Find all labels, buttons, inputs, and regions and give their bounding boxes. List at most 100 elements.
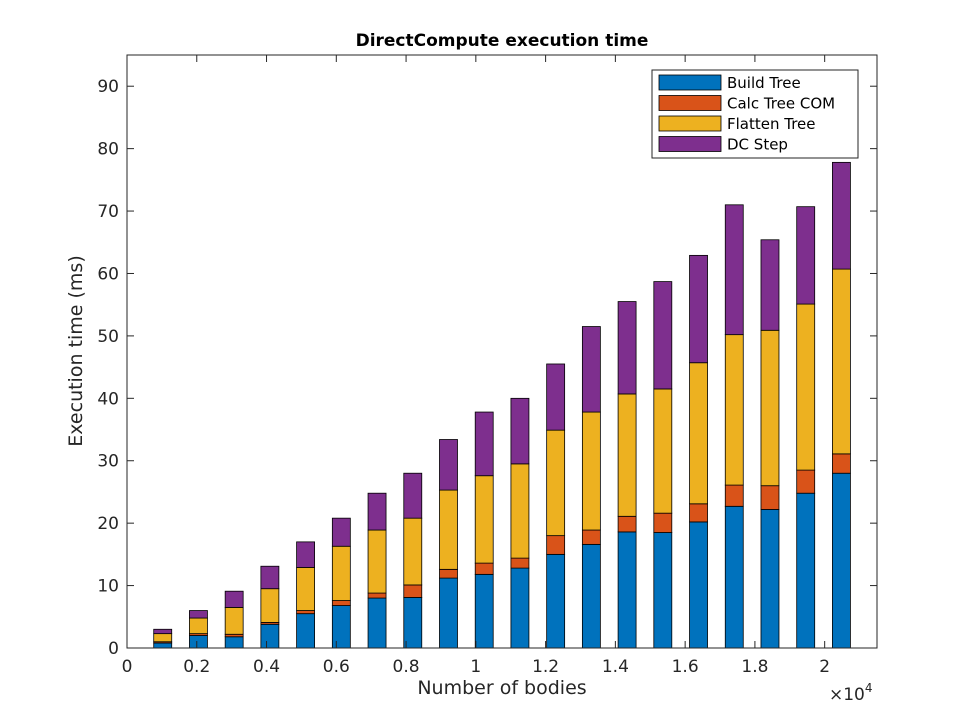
bar-calc-tree-com-13: [617, 515, 637, 533]
bar-build-tree-6: [367, 597, 387, 649]
legend-label-dc-step: DC Step: [727, 136, 788, 154]
bar-dc-step-12: [581, 326, 601, 413]
bar-flatten-tree-16: [724, 334, 744, 486]
y-tick-label: 30: [97, 452, 119, 472]
y-tick-label: 10: [97, 577, 119, 597]
y-tick-label: 60: [97, 264, 119, 284]
bar-dc-step-10: [510, 397, 530, 465]
bar-calc-tree-com-4: [296, 610, 316, 615]
bar-calc-tree-com-6: [367, 592, 387, 599]
bar-flatten-tree-3: [260, 588, 280, 623]
bar-flatten-tree-13: [617, 393, 637, 517]
legend-swatch-build-tree: [658, 74, 722, 91]
bar-flatten-tree-1: [189, 617, 208, 635]
x-tick-label: 0.2: [183, 657, 210, 677]
bar-dc-step-9: [474, 411, 494, 477]
bar-flatten-tree-7: [403, 517, 423, 586]
bar-dc-step-15: [689, 254, 708, 364]
bar-dc-step-8: [439, 439, 458, 491]
bar-build-tree-14: [653, 532, 673, 649]
bar-build-tree-4: [296, 613, 316, 649]
x-tick-label: 1.2: [532, 657, 559, 677]
bar-build-tree-12: [581, 543, 601, 649]
bar-build-tree-19: [832, 472, 851, 649]
bar-dc-step-5: [331, 517, 351, 547]
y-tick-label: 20: [97, 514, 119, 534]
bar-dc-step-16: [724, 204, 744, 336]
x-tick-label: 1: [470, 657, 481, 677]
bar-build-tree-5: [331, 605, 351, 649]
x-axis-exponent-base: ×10: [829, 685, 865, 705]
bar-calc-tree-com-8: [439, 568, 458, 579]
bar-flatten-tree-9: [474, 475, 494, 564]
bar-build-tree-2: [224, 636, 244, 649]
bar-build-tree-13: [617, 531, 637, 649]
legend-label-build-tree: Build Tree: [727, 74, 801, 92]
bar-flatten-tree-14: [653, 388, 673, 514]
plot-area-frame: [126, 54, 878, 649]
legend-swatch-flatten-tree: [658, 115, 722, 132]
bar-dc-step-0: [153, 628, 173, 635]
bar-flatten-tree-0: [153, 633, 173, 643]
chart-title: DirectCompute execution time: [356, 31, 649, 51]
legend-label-calc-tree-com: Calc Tree COM: [727, 95, 835, 113]
bar-flatten-tree-2: [224, 607, 244, 635]
x-axis-label: Number of bodies: [417, 677, 586, 699]
bar-build-tree-16: [724, 505, 744, 649]
bar-calc-tree-com-10: [510, 557, 530, 569]
bar-dc-step-2: [224, 590, 244, 608]
bar-calc-tree-com-12: [581, 529, 601, 545]
bar-dc-step-18: [796, 206, 816, 305]
legend-label-flatten-tree: Flatten Tree: [727, 115, 816, 133]
y-axis-label: Execution time (ms): [65, 255, 87, 446]
bar-build-tree-11: [546, 553, 566, 649]
x-tick-label: 1.4: [602, 657, 629, 677]
bar-build-tree-8: [439, 577, 458, 649]
bar-build-tree-7: [403, 597, 423, 649]
bar-build-tree-17: [760, 509, 780, 649]
bar-flatten-tree-5: [331, 545, 351, 601]
x-tick-label: 0.8: [393, 657, 420, 677]
bar-build-tree-3: [260, 623, 280, 649]
bar-calc-tree-com-7: [403, 584, 423, 598]
bar-flatten-tree-4: [296, 567, 316, 611]
bar-dc-step-17: [760, 239, 780, 331]
ticks-layer: 0 0.2 0.4 0.6 0.8 1 1.2 1.4 1.6 1.8 20102030405060…: [97, 55, 877, 677]
bar-calc-tree-com-9: [474, 562, 494, 575]
y-tick-label: 40: [97, 389, 119, 409]
bar-calc-tree-com-14: [653, 512, 673, 533]
legend-swatch-dc-step: [658, 136, 722, 152]
x-axis-exponent-power: 4: [865, 681, 873, 695]
x-tick-label: 0.4: [253, 657, 280, 677]
bar-dc-step-4: [296, 541, 316, 568]
bar-flatten-tree-18: [796, 303, 816, 471]
legend-swatch-calc-tree-com: [658, 95, 722, 111]
bar-build-tree-18: [796, 492, 816, 649]
bar-flatten-tree-15: [689, 362, 708, 505]
bar-flatten-tree-8: [439, 489, 458, 570]
y-tick-label: 80: [97, 140, 119, 160]
bar-flatten-tree-12: [581, 411, 601, 531]
bar-flatten-tree-11: [546, 429, 566, 537]
bar-dc-step-11: [546, 363, 566, 431]
x-tick-label: 2: [819, 657, 830, 677]
bar-dc-step-7: [403, 472, 423, 519]
bar-build-tree-1: [189, 635, 208, 649]
bar-calc-tree-com-19: [832, 453, 851, 474]
bar-build-tree-0: [153, 642, 173, 649]
bar-dc-step-13: [617, 301, 637, 395]
x-tick-label: 0.6: [323, 657, 350, 677]
bar-flatten-tree-19: [832, 268, 851, 455]
bar-dc-step-6: [367, 492, 387, 531]
bar-calc-tree-com-18: [796, 469, 816, 494]
bar-calc-tree-com-15: [689, 503, 708, 523]
bar-flatten-tree-6: [367, 529, 387, 594]
x-axis-exponent: ×104: [829, 681, 873, 705]
y-tick-label: 50: [97, 327, 119, 347]
bar-dc-step-19: [832, 161, 851, 270]
bar-dc-step-14: [653, 281, 673, 390]
bar-dc-step-3: [260, 565, 280, 590]
y-tick-label: 70: [97, 202, 119, 222]
bars-layer: [153, 161, 851, 649]
x-tick-label: 0: [122, 657, 133, 677]
